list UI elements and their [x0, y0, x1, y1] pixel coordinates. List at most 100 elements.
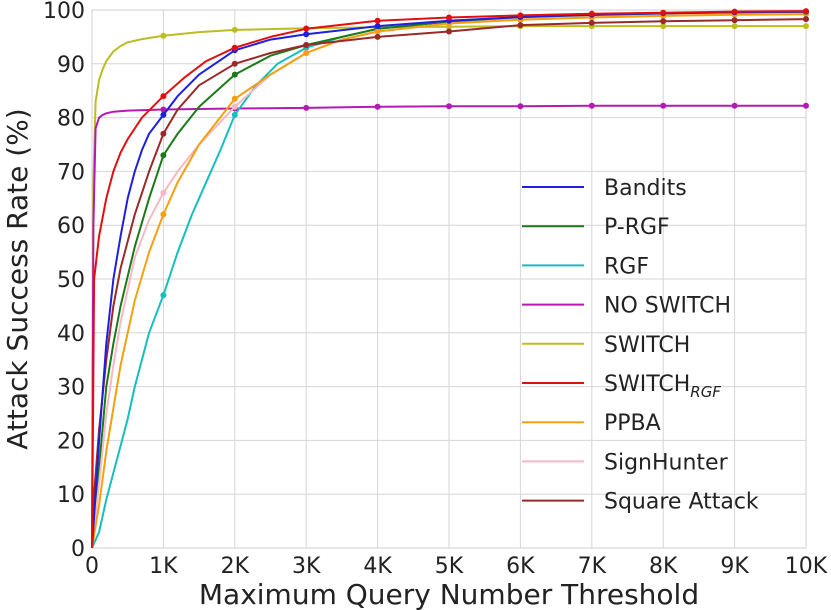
- y-tick-label: 60: [57, 214, 85, 239]
- series-marker: [160, 292, 167, 299]
- y-tick-label: 10: [57, 483, 85, 508]
- series-line: [91, 11, 807, 549]
- legend: Bandits P-RGF RGF NO SWITCH SWITCH SWITCHRGF P…: [522, 176, 759, 515]
- legend-label: P-RGF: [604, 215, 670, 240]
- series-marker: [660, 102, 667, 109]
- series-marker: [160, 106, 167, 113]
- series-marker: [160, 189, 167, 196]
- legend-item: SWITCH: [522, 333, 690, 358]
- y-tick-label: 100: [43, 0, 85, 24]
- series-marker: [803, 16, 809, 23]
- legend-item: NO SWITCH: [522, 294, 731, 319]
- series-line: [91, 10, 807, 549]
- series-marker: [660, 9, 667, 16]
- series-square-attack: [91, 16, 809, 549]
- x-tick-label: 0: [85, 554, 99, 579]
- series-marker: [731, 23, 738, 30]
- y-tick-label: 90: [57, 53, 85, 78]
- y-tick-label: 20: [57, 429, 85, 454]
- legend-item: Square Attack: [522, 490, 759, 515]
- series-marker: [660, 18, 667, 25]
- series-marker: [160, 152, 167, 159]
- series-marker: [160, 211, 167, 218]
- y-tick-label: 0: [71, 537, 85, 562]
- series-marker: [803, 8, 809, 15]
- series-marker: [160, 130, 167, 137]
- series-marker: [231, 26, 238, 33]
- x-tick-label: 10K: [785, 554, 828, 579]
- series-marker: [731, 8, 738, 15]
- series-marker: [374, 17, 381, 24]
- series-marker: [588, 102, 595, 109]
- series-marker: [731, 102, 738, 109]
- y-tick-label: 40: [57, 322, 85, 347]
- series-marker: [803, 102, 809, 109]
- y-tick-label: 30: [57, 376, 85, 401]
- series-marker: [731, 17, 738, 24]
- y-tick-label: 70: [57, 160, 85, 185]
- series-marker: [517, 12, 524, 19]
- legend-label: RGF: [604, 254, 649, 279]
- legend-item: RGF: [522, 254, 649, 279]
- series-marker: [160, 111, 167, 118]
- series-marker: [231, 103, 238, 110]
- x-tick-label: 3K: [292, 554, 321, 579]
- legend-item: SignHunter: [522, 450, 729, 475]
- series-marker: [160, 32, 167, 39]
- legend-label: SWITCH: [604, 333, 690, 358]
- legend-label: Square Attack: [604, 490, 759, 515]
- series-marker: [446, 28, 452, 35]
- series-line: [91, 10, 807, 549]
- series-switchrgf: [91, 8, 809, 549]
- x-tick-label: 7K: [578, 554, 607, 579]
- x-tick-labels: 0 1K 2K 3K 4K 5K 6K 7K 8K 9K 10K: [85, 554, 828, 579]
- y-axis-label: Attack Success Rate (%): [1, 108, 34, 449]
- series-marker: [803, 23, 809, 30]
- series-marker: [231, 44, 238, 51]
- x-tick-label: 8K: [649, 554, 678, 579]
- series-marker: [588, 10, 595, 17]
- legend-item: P-RGF: [522, 215, 670, 240]
- y-tick-label: 50: [57, 268, 85, 293]
- series-marker: [231, 95, 238, 102]
- legend-label: PPBA: [604, 411, 661, 436]
- series-marker: [517, 103, 524, 110]
- series-line: [91, 18, 807, 549]
- series-no-switch: [91, 102, 809, 549]
- x-tick-label: 2K: [221, 554, 250, 579]
- legend-item: Bandits: [522, 176, 687, 201]
- x-tick-label: 9K: [720, 554, 749, 579]
- series-lines: [91, 8, 809, 549]
- legend-label: Bandits: [604, 176, 687, 201]
- series-marker: [374, 28, 381, 35]
- series-marker: [303, 42, 310, 48]
- series-marker: [588, 19, 595, 26]
- series-marker: [660, 23, 667, 30]
- y-tick-labels: 0 10 20 30 40 50 60 70 80 90 100: [43, 0, 85, 562]
- series-marker: [374, 33, 381, 40]
- x-tick-label: 1K: [149, 554, 178, 579]
- series-marker: [446, 14, 452, 21]
- series-marker: [374, 103, 381, 110]
- series-marker: [160, 93, 167, 100]
- series-marker: [303, 25, 310, 32]
- legend-item: PPBA: [522, 411, 661, 436]
- series-marker: [303, 31, 310, 38]
- series-line: [91, 104, 806, 549]
- series-marker: [231, 60, 238, 67]
- x-tick-label: 6K: [506, 554, 535, 579]
- series-marker: [231, 71, 238, 78]
- x-axis-label: Maximum Query Number Threshold: [199, 578, 699, 610]
- x-tick-label: 4K: [363, 554, 392, 579]
- series-marker: [517, 22, 524, 29]
- plot-frame: [91, 9, 807, 549]
- series-marker: [231, 111, 238, 118]
- y-tick-label: 80: [57, 107, 85, 132]
- series-marker: [374, 23, 381, 30]
- series-marker: [303, 50, 310, 56]
- legend-item: SWITCHRGF: [522, 372, 721, 401]
- legend-label: NO SWITCH: [604, 294, 731, 319]
- series-marker: [303, 104, 310, 111]
- legend-label: SignHunter: [604, 450, 729, 475]
